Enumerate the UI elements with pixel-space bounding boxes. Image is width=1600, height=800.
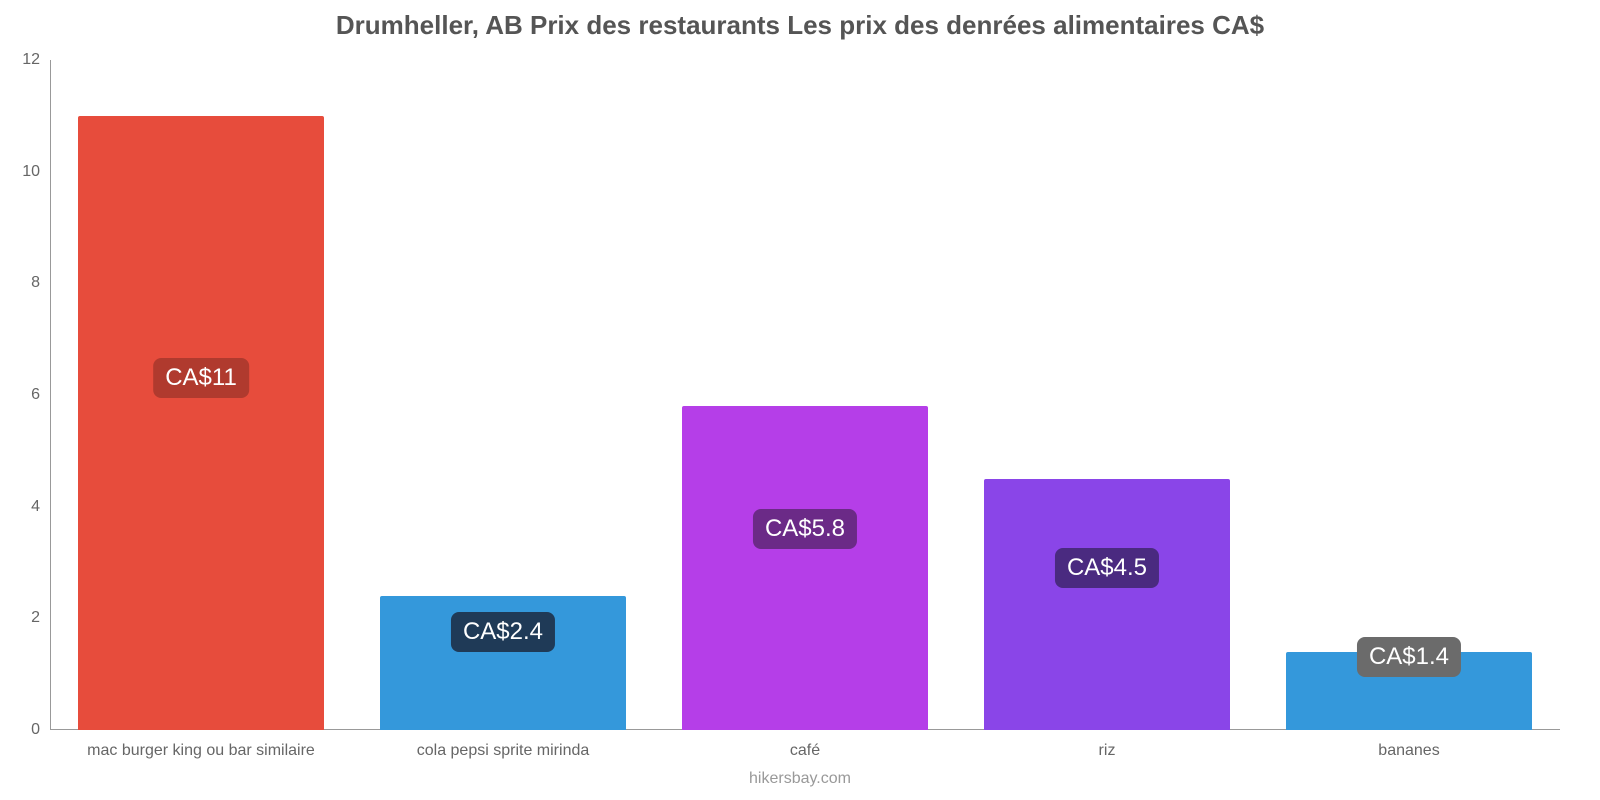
x-axis-label: bananes: [1378, 742, 1439, 760]
y-tick-label: 8: [31, 274, 50, 292]
x-axis-label: mac burger king ou bar similaire: [87, 742, 315, 760]
value-badge: CA$4.5: [1055, 548, 1159, 588]
plot-area: 024681012 CA$11CA$2.4CA$5.8CA$4.5CA$1.4: [50, 60, 1560, 730]
value-badge: CA$2.4: [451, 612, 555, 652]
bar: [682, 406, 928, 730]
y-tick-label: 2: [31, 609, 50, 627]
value-badge: CA$5.8: [753, 509, 857, 549]
chart-title: Drumheller, AB Prix des restaurants Les …: [0, 10, 1600, 41]
attribution-text: hikersbay.com: [749, 770, 851, 788]
y-tick-label: 6: [31, 386, 50, 404]
y-tick-label: 4: [31, 498, 50, 516]
bar: [78, 116, 324, 730]
y-tick-label: 0: [31, 721, 50, 739]
x-axis-label: cola pepsi sprite mirinda: [417, 742, 590, 760]
value-badge: CA$11: [153, 358, 249, 398]
y-tick-label: 10: [22, 163, 50, 181]
y-tick-label: 12: [22, 51, 50, 69]
x-axis-label: riz: [1099, 742, 1116, 760]
value-badge: CA$1.4: [1357, 637, 1461, 677]
bar: [984, 479, 1230, 730]
price-bar-chart: Drumheller, AB Prix des restaurants Les …: [0, 0, 1600, 800]
x-axis-label: café: [790, 742, 820, 760]
bars-container: CA$11 CA$2.4 CA$5.8 CA$4.5 CA$1.4: [50, 60, 1560, 730]
